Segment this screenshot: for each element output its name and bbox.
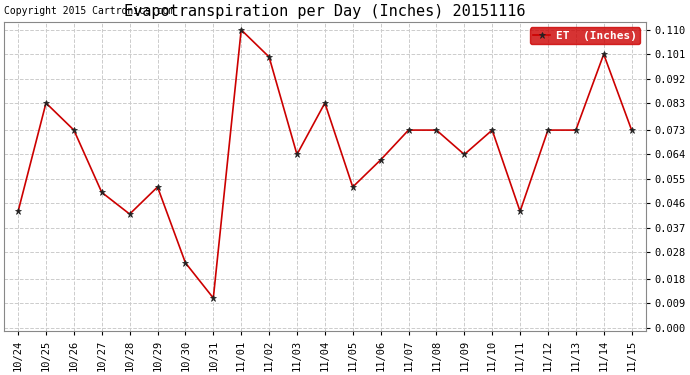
ET  (Inches) xyxy=(404,128,413,132)
ET  (Inches) xyxy=(293,152,301,157)
ET  (Inches) xyxy=(432,128,440,132)
Line: ET  (Inches): ET (Inches) xyxy=(14,26,635,302)
ET  (Inches) xyxy=(237,28,246,32)
ET  (Inches) xyxy=(14,209,22,214)
ET  (Inches) xyxy=(544,128,552,132)
ET  (Inches) xyxy=(348,185,357,189)
ET  (Inches) xyxy=(627,128,635,132)
ET  (Inches) xyxy=(209,296,217,300)
ET  (Inches) xyxy=(126,212,134,216)
ET  (Inches) xyxy=(600,52,608,57)
Legend: ET  (Inches): ET (Inches) xyxy=(530,27,640,44)
ET  (Inches) xyxy=(572,128,580,132)
ET  (Inches) xyxy=(181,261,190,265)
ET  (Inches) xyxy=(70,128,78,132)
ET  (Inches) xyxy=(460,152,469,157)
ET  (Inches) xyxy=(516,209,524,214)
ET  (Inches) xyxy=(377,158,385,162)
Text: Copyright 2015 Cartronics.com: Copyright 2015 Cartronics.com xyxy=(4,6,175,15)
Title: Evapotranspiration per Day (Inches) 20151116: Evapotranspiration per Day (Inches) 2015… xyxy=(124,4,526,19)
ET  (Inches) xyxy=(42,101,50,105)
ET  (Inches) xyxy=(321,101,329,105)
ET  (Inches) xyxy=(265,55,273,59)
ET  (Inches) xyxy=(488,128,496,132)
ET  (Inches) xyxy=(153,185,161,189)
ET  (Inches) xyxy=(97,190,106,195)
